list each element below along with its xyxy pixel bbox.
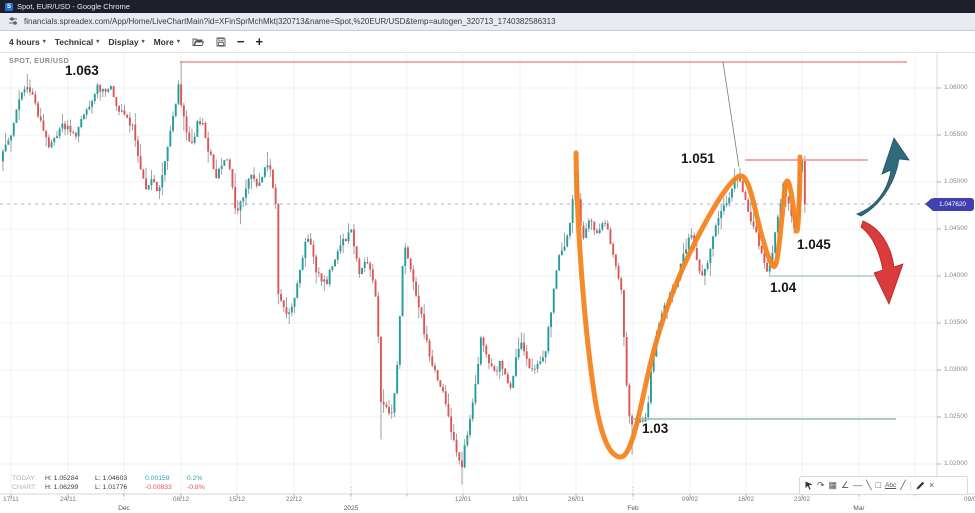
x-axis-month-label: Feb (627, 505, 639, 512)
x-axis-label: 22/12 (285, 496, 303, 503)
price-legend: TODAY: H: 1.05284 L: 1.04603 0.00159 0.2% CH… (12, 474, 205, 492)
window-title: Spot, EUR/USD - Google Chrome (17, 2, 130, 11)
chevron-down-icon: ▾ (141, 39, 145, 45)
favicon: S (5, 2, 13, 11)
trend-lines-tool[interactable]: ∠ (841, 480, 850, 490)
horizontal-line-tool[interactable]: — (853, 480, 863, 490)
legend-chart-low: L: 1.01776 (95, 484, 128, 491)
x-axis-label: 12/01 (454, 496, 472, 503)
chart-symbol-label: SPOT, EUR/USD (9, 58, 70, 65)
more-dropdown[interactable]: More ▾ (154, 37, 180, 47)
diagonal-line-tool[interactable]: ╱ (900, 480, 906, 490)
chevron-down-icon: ▾ (176, 39, 180, 45)
technical-dropdown-label: Technical (54, 36, 94, 47)
legend-today-high: H: 1.05284 (45, 475, 79, 482)
address-bar[interactable]: financials.spreadex.com/App/Home/LiveCha… (0, 13, 975, 31)
display-dropdown[interactable]: Display ▾ (108, 37, 144, 47)
site-settings-icon[interactable] (8, 13, 18, 31)
chart-toolbar: 4 hours ▾ Technical ▾ Display ▾ More ▾ −… (0, 31, 975, 53)
open-chart-button[interactable] (192, 37, 204, 47)
timeframe-dropdown[interactable]: 4 hours ▾ (9, 37, 46, 47)
legend-today-change: 0.00159 (145, 475, 170, 482)
up-arrow-icon (856, 137, 910, 217)
pencil-tool[interactable] (916, 481, 925, 490)
x-axis-month-label: Dec (118, 505, 130, 512)
toolbar-separator: | (909, 480, 912, 490)
x-axis-label: 23/02 (793, 496, 811, 503)
x-axis-label: 26/01 (567, 496, 585, 503)
price-annotation-label: 1.051 (681, 151, 715, 166)
x-axis-label: 09/03 (963, 496, 975, 503)
y-axis-label: 1.02000 (944, 460, 968, 467)
cursor-icon (805, 481, 813, 490)
y-axis-label: 1.02500 (944, 413, 968, 420)
floppy-disk-icon (216, 37, 226, 46)
y-axis-label: 1.06000 (944, 84, 968, 91)
close-tool[interactable]: × (928, 480, 935, 490)
y-axis-label: 1.04000 (944, 272, 968, 279)
price-annotation-label: 1.04 (770, 280, 797, 295)
window-titlebar: S Spot, EUR/USD - Google Chrome (0, 0, 975, 13)
rectangle-tool[interactable]: □ (875, 480, 881, 490)
price-annotation-label: 1.063 (65, 63, 99, 78)
open-folder-icon (192, 38, 204, 46)
drawing-toolbar: ↷ ▦ ∠ — ╲ □ Abc ╱ | × (799, 476, 968, 495)
y-axis-label: 1.05000 (944, 178, 968, 185)
x-axis-label: 09/02 (681, 496, 699, 503)
save-chart-button[interactable] (216, 37, 226, 47)
down-arrow-icon (860, 220, 904, 306)
segment-tool[interactable]: ╲ (866, 480, 872, 490)
legend-today-change-pct: 0.2% (187, 475, 203, 482)
x-axis-label: 15/12 (228, 496, 246, 503)
text-tool[interactable]: Abc (885, 482, 897, 489)
x-axis-label: 08/12 (172, 496, 190, 503)
x-axis-month-label: 2025 (343, 505, 359, 512)
technical-dropdown[interactable]: Technical ▾ (55, 37, 100, 47)
chevron-down-icon: ▾ (42, 39, 46, 45)
x-axis-label: 19/01 (511, 496, 529, 503)
pencil-icon (916, 481, 925, 490)
x-axis-label: 17/11 (3, 496, 19, 503)
display-dropdown-label: Display (108, 36, 139, 47)
y-axis-label: 1.04500 (944, 225, 968, 232)
timeframe-dropdown-label: 4 hours (9, 36, 40, 47)
legend-today-label: TODAY: (12, 475, 37, 482)
url-text[interactable]: financials.spreadex.com/App/Home/LiveCha… (24, 17, 556, 26)
grid-tool[interactable]: ▦ (828, 480, 838, 490)
legend-today-row: TODAY: H: 1.05284 L: 1.04603 0.00159 0.2% (12, 474, 205, 483)
y-axis-label: 1.03500 (944, 319, 968, 326)
cursor-tool[interactable] (805, 481, 813, 490)
y-axis-label: 1.03000 (944, 366, 968, 373)
legend-chart-row: CHART: H: 1.06299 L: 1.01776 -0.00833 -0.8% (12, 483, 205, 492)
redo-arrow-tool[interactable]: ↷ (817, 480, 825, 490)
current-price-badge-tip (925, 198, 932, 210)
x-axis-label: 16/02 (737, 496, 755, 503)
x-axis-month-label: Mar (853, 505, 865, 512)
more-dropdown-label: More (153, 36, 174, 47)
legend-chart-high: H: 1.06299 (45, 484, 79, 491)
price-chart[interactable] (0, 52, 975, 513)
zoom-out-button[interactable]: − (236, 33, 245, 49)
orange-pattern-curve (573, 150, 803, 460)
legend-chart-change: -0.00833 (145, 484, 172, 491)
zoom-in-button[interactable]: + (255, 33, 264, 49)
x-axis-label: 24/11 (60, 496, 76, 503)
price-annotation-label: 1.045 (797, 237, 831, 252)
legend-today-low: L: 1.04603 (95, 475, 128, 482)
chevron-down-icon: ▾ (96, 39, 100, 45)
legend-chart-change-pct: -0.8% (187, 484, 205, 491)
callout-line (722, 61, 740, 168)
price-annotation-label: 1.03 (642, 421, 669, 436)
legend-chart-label: CHART: (12, 484, 37, 491)
current-price-badge: 1.047620 (931, 198, 974, 211)
y-axis-label: 1.05500 (944, 131, 968, 138)
